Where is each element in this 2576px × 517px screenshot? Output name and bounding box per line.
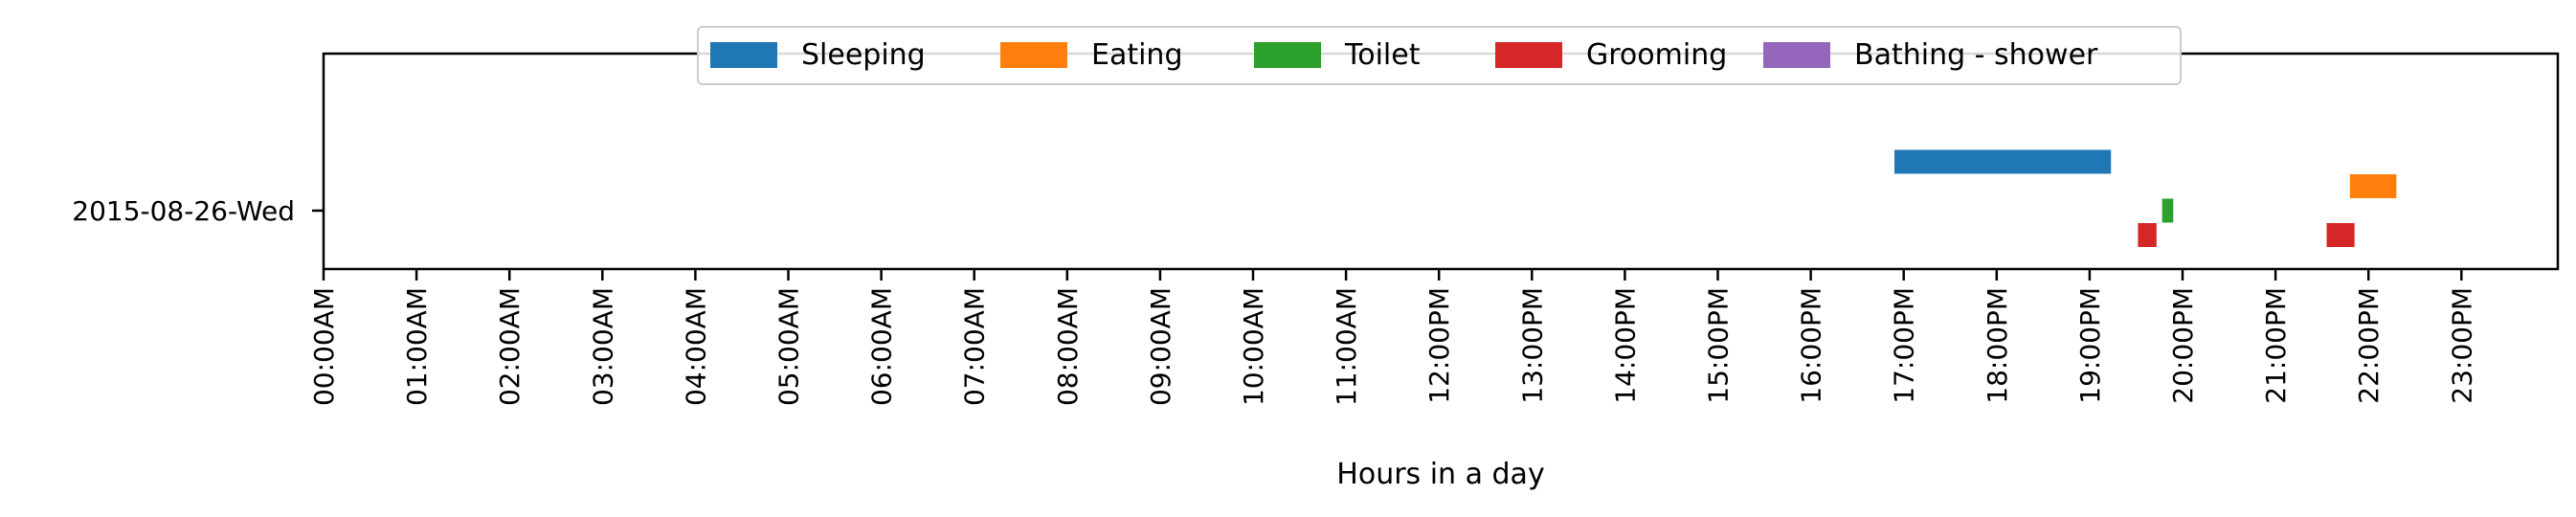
x-tick-label: 14:00PM	[1609, 287, 1641, 404]
plot-area	[324, 54, 2558, 269]
x-tick-label: 18:00PM	[1982, 287, 2013, 404]
activity-bar-grooming-0	[2138, 223, 2157, 247]
x-tick-label: 13:00PM	[1516, 287, 1548, 404]
x-tick-label: 04:00AM	[680, 287, 711, 406]
y-axis: 2015-08-26-Wed	[72, 195, 324, 227]
x-tick-label: 02:00AM	[494, 287, 526, 406]
x-tick-label: 05:00AM	[773, 287, 805, 406]
activity-bar-sleeping-0	[1893, 149, 2112, 174]
x-tick-label: 09:00AM	[1145, 287, 1176, 406]
legend-label: Toilet	[1344, 38, 1421, 72]
activity-bar-grooming-1	[2326, 223, 2355, 247]
x-tick-label: 08:00AM	[1052, 287, 1084, 406]
x-tick-label: 12:00PM	[1423, 287, 1455, 404]
x-tick-label: 16:00PM	[1796, 287, 1827, 404]
legend-swatch	[1495, 42, 1562, 68]
x-tick-label: 10:00AM	[1238, 287, 1269, 406]
legend-label: Sleeping	[801, 38, 926, 72]
activity-bar-eating-0	[2349, 174, 2397, 198]
legend-swatch	[1254, 42, 1321, 68]
legend-label: Eating	[1091, 38, 1183, 72]
x-tick-label: 11:00AM	[1331, 287, 1362, 406]
legend-label: Bathing - shower	[1854, 38, 2098, 72]
x-tick-label: 22:00PM	[2353, 287, 2385, 404]
y-tick-label: 2015-08-26-Wed	[72, 195, 295, 227]
legend-swatch	[1000, 42, 1067, 68]
x-tick-label: 00:00AM	[308, 287, 340, 406]
activity-bar-toilet-0	[2162, 198, 2174, 223]
x-tick-label: 06:00AM	[866, 287, 898, 406]
x-tick-label: 15:00PM	[1703, 287, 1735, 404]
x-tick-label: 23:00PM	[2446, 287, 2477, 404]
x-axis-label: Hours in a day	[1336, 458, 1544, 491]
legend-box	[697, 26, 2182, 85]
x-tick-label: 21:00PM	[2260, 287, 2292, 404]
x-tick-label: 07:00AM	[959, 287, 991, 406]
legend-swatch	[1763, 42, 1830, 68]
x-tick-label: 03:00AM	[587, 287, 618, 406]
x-tick-label: 17:00PM	[1889, 287, 1920, 404]
x-axis: 00:00AM 01:00AM 02:00AM 03:00AM 04:00AM 05:00…	[308, 269, 2477, 406]
legend-label: Grooming	[1586, 38, 1727, 72]
legend: Sleeping Eating Toilet Grooming Bathing - sh…	[697, 26, 2182, 85]
x-tick-label: 01:00AM	[401, 287, 433, 406]
x-tick-label: 20:00PM	[2167, 287, 2199, 404]
x-tick-label: 19:00PM	[2074, 287, 2106, 404]
legend-swatch	[710, 42, 777, 68]
activity-bars	[1893, 149, 2397, 247]
